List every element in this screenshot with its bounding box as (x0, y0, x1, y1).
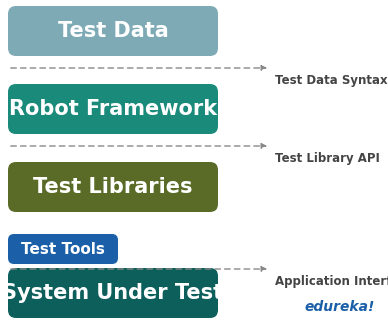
Text: System Under Test: System Under Test (2, 283, 223, 303)
FancyBboxPatch shape (8, 162, 218, 212)
Text: Application Interfaces: Application Interfaces (275, 275, 388, 288)
Text: Test Data Syntax: Test Data Syntax (275, 74, 388, 87)
Text: Test Library API: Test Library API (275, 152, 380, 165)
FancyBboxPatch shape (8, 84, 218, 134)
Text: edureka!: edureka! (305, 300, 375, 314)
FancyBboxPatch shape (8, 268, 218, 318)
FancyBboxPatch shape (8, 6, 218, 56)
FancyBboxPatch shape (8, 234, 118, 264)
Text: Robot Framework: Robot Framework (9, 99, 217, 119)
Text: Test Data: Test Data (58, 21, 168, 41)
Text: Test Tools: Test Tools (21, 242, 105, 257)
Text: Test Libraries: Test Libraries (33, 177, 193, 197)
